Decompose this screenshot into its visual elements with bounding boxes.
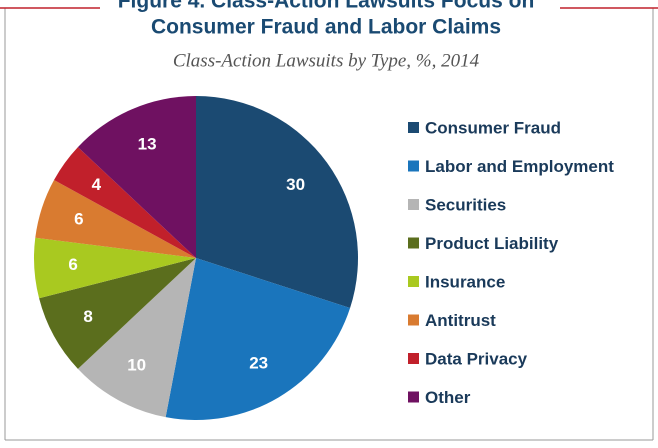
slice-label: 6 <box>68 255 77 274</box>
legend-label: Consumer Fraud <box>425 118 561 137</box>
legend-swatch <box>408 276 419 287</box>
slice-label: 13 <box>138 134 157 153</box>
legend-swatch <box>408 237 419 249</box>
pie-slice <box>196 96 359 309</box>
chart-subtitle: Class-Action Lawsuits by Type, %, 2014 <box>173 50 480 71</box>
pie-slice <box>77 258 196 418</box>
legend-label: Securities <box>425 195 506 214</box>
slice-label: 23 <box>249 353 268 372</box>
slice-label: 10 <box>127 355 146 374</box>
legend-label: Labor and Employment <box>425 157 614 176</box>
slice-label: 4 <box>92 175 102 194</box>
pie-slice <box>34 237 197 299</box>
legend-label: Data Privacy <box>425 349 528 368</box>
legend-swatch <box>408 391 419 403</box>
chart-title: Figure 4. Class-Action Lawsuits Focus on <box>118 0 535 13</box>
legend-label: Insurance <box>425 272 505 291</box>
pie-slice <box>165 258 351 420</box>
pie-slice <box>77 96 196 258</box>
slice-label: 8 <box>83 307 92 326</box>
legend-label: Product Liability <box>425 234 559 253</box>
chart-title: Consumer Fraud and Labor Claims <box>151 16 501 39</box>
legend-label: Other <box>425 388 471 407</box>
legend-swatch <box>408 160 419 172</box>
legend-swatch <box>408 314 419 326</box>
slice-label: 30 <box>286 175 305 194</box>
slice-label: 6 <box>74 209 83 228</box>
pie-slice <box>39 258 197 369</box>
pie-slice <box>35 179 196 258</box>
legend-swatch <box>408 199 419 210</box>
legend-swatch <box>408 353 419 364</box>
legend-swatch <box>408 122 419 133</box>
legend-label: Antitrust <box>425 311 496 330</box>
pie-slice <box>54 147 197 258</box>
